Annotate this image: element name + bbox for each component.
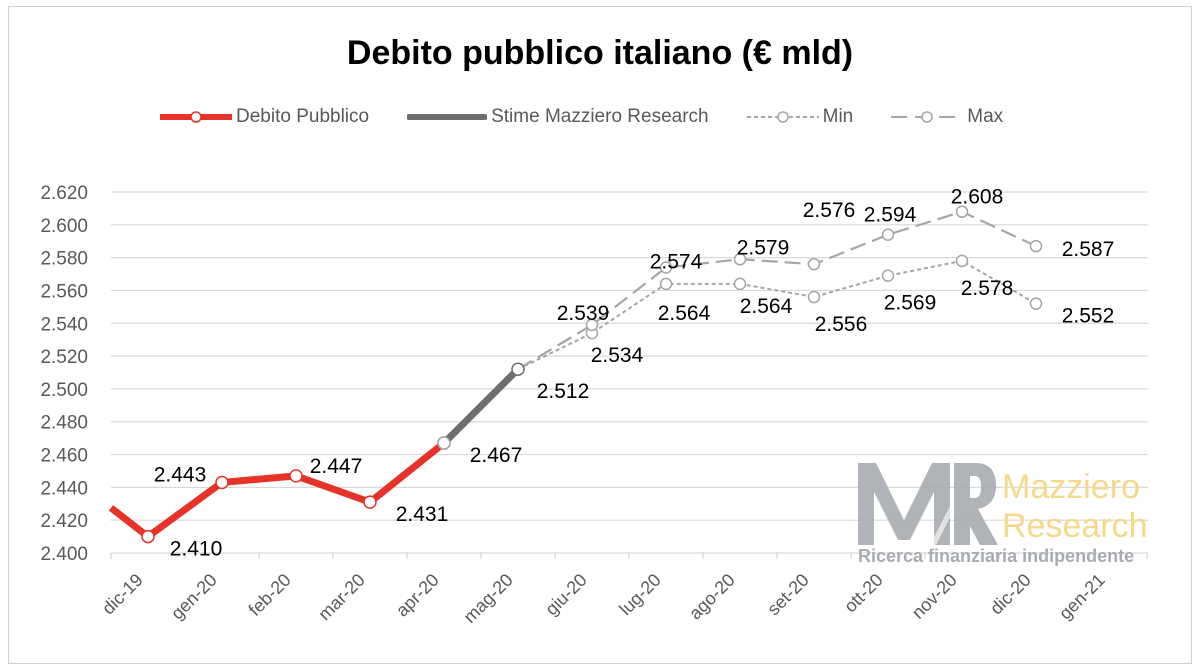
x-tick-label: mar-20 — [314, 570, 368, 624]
y-tick-label: 2.500 — [40, 380, 88, 401]
legend-item-min: Min — [746, 106, 854, 128]
data-point — [215, 475, 229, 490]
series-line-stime-mazziero-research — [441, 366, 521, 446]
data-label: 2.512 — [537, 380, 590, 403]
y-tick-label: 2.440 — [40, 478, 88, 499]
data-point — [733, 253, 747, 266]
y-tick-label: 2.480 — [40, 413, 88, 434]
x-tick-label: giu-20 — [541, 570, 591, 620]
data-label: 2.552 — [1062, 305, 1115, 328]
series-line-debito-pubblico — [108, 440, 447, 541]
legend-label: Max — [967, 106, 1004, 127]
watermark-mr-mark — [858, 463, 998, 545]
x-tick-label: lug-20 — [615, 570, 665, 620]
data-point — [881, 228, 895, 241]
data-point — [1029, 297, 1043, 310]
chart-frame — [8, 6, 1192, 664]
data-label: 2.534 — [591, 344, 644, 367]
legend-label: Min — [822, 106, 854, 127]
legend-item-stime: Stime Mazziero Research — [407, 106, 709, 128]
legend-item-debito: Debito Pubblico — [160, 106, 369, 128]
data-point — [363, 495, 377, 509]
y-tick-label: 2.420 — [40, 511, 88, 532]
legend: Debito Pubblico Stime Mazziero Research … — [160, 106, 1041, 128]
data-point — [955, 254, 969, 268]
data-point — [511, 362, 525, 376]
data-point — [585, 318, 599, 332]
data-label: 2.574 — [650, 250, 703, 273]
data-point — [437, 436, 451, 450]
watermark-tagline: Ricerca finanziaria indipendente — [858, 546, 1134, 566]
y-tick-label: 2.520 — [40, 347, 88, 368]
series-line-min — [517, 259, 1037, 371]
y-tick-label: 2.580 — [40, 249, 88, 270]
data-point — [881, 269, 895, 282]
legend-label: Stime Mazziero Research — [491, 106, 709, 127]
data-label: 2.467 — [470, 444, 523, 467]
y-tick-label: 2.400 — [40, 544, 88, 565]
legend-item-max: Max — [891, 106, 1003, 128]
data-point — [807, 290, 821, 304]
data-point — [659, 261, 673, 274]
data-label: 2.443 — [154, 463, 207, 486]
x-tick-label: nov-20 — [908, 570, 961, 623]
data-label: 2.447 — [310, 455, 363, 478]
x-tick-label: gen-20 — [167, 570, 221, 624]
chart-title: Debito pubblico italiano (€ mld) — [346, 34, 854, 72]
data-label: 2.569 — [884, 292, 937, 315]
x-tick-label: apr-20 — [392, 570, 443, 621]
data-label: 2.564 — [740, 295, 793, 318]
data-point — [289, 469, 303, 483]
data-label: 2.564 — [658, 302, 711, 325]
x-tick-label: mag-20 — [460, 570, 517, 627]
data-point — [955, 205, 969, 218]
watermark-name-2: Research — [1002, 507, 1148, 545]
x-tick-label: ott-20 — [840, 570, 887, 617]
y-tick-label: 2.620 — [40, 183, 88, 204]
y-tick-label: 2.460 — [40, 446, 88, 467]
data-label: 2.608 — [951, 186, 1004, 209]
data-label: 2.410 — [170, 538, 223, 561]
data-label: 2.579 — [737, 236, 790, 259]
x-tick-label: ago-20 — [685, 570, 739, 624]
x-tick-label: gen-21 — [1055, 570, 1109, 624]
data-point — [659, 277, 673, 291]
y-tick-label: 2.600 — [40, 216, 88, 237]
x-tick-label: dic-19 — [98, 570, 147, 619]
data-point — [141, 529, 155, 544]
data-label: 2.594 — [864, 204, 917, 227]
data-label: 2.578 — [961, 277, 1014, 300]
data-label: 2.431 — [396, 503, 449, 526]
data-point — [807, 257, 821, 271]
watermark-logo: Mazziero Research Ricerca finanziaria in… — [858, 463, 1148, 566]
legend-label: Debito Pubblico — [236, 106, 370, 127]
watermark-name-1: Mazziero — [1002, 468, 1140, 506]
data-point — [733, 277, 747, 291]
data-point — [1029, 239, 1043, 253]
series-line-max — [517, 210, 1037, 371]
data-label: 2.576 — [803, 199, 856, 222]
y-tick-label: 2.560 — [40, 281, 88, 302]
x-tick-label: set-20 — [763, 570, 813, 620]
data-label: 2.587 — [1062, 238, 1115, 261]
x-tick-label: dic-20 — [986, 570, 1035, 619]
x-tick-label: feb-20 — [245, 570, 295, 620]
data-label: 2.539 — [557, 302, 610, 325]
y-tick-label: 2.540 — [40, 314, 88, 335]
data-label: 2.556 — [815, 313, 868, 336]
